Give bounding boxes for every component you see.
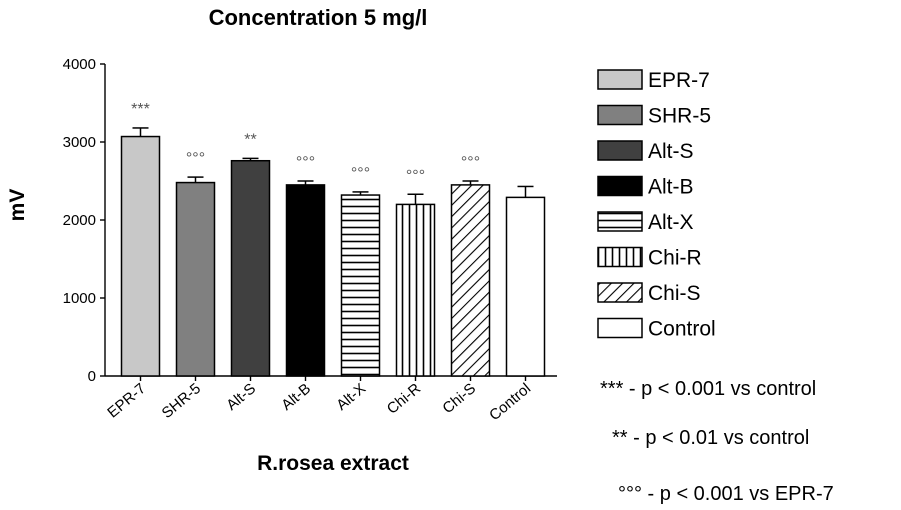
legend-swatch bbox=[597, 104, 643, 126]
significance-note: ** - p < 0.01 vs control bbox=[612, 427, 809, 449]
legend-swatch bbox=[597, 69, 643, 90]
legend-swatch bbox=[597, 246, 643, 268]
y-tick-label: 3000 bbox=[63, 134, 96, 151]
significance-note: °°° - p < 0.001 vs EPR-7 bbox=[618, 483, 834, 505]
legend-label: EPR-7 bbox=[648, 69, 710, 92]
legend-label: Control bbox=[648, 318, 716, 341]
legend-label: Chi-S bbox=[648, 282, 701, 305]
significance-marker: °°° bbox=[186, 150, 205, 167]
y-tick-label: 1000 bbox=[63, 290, 96, 307]
bar-alt-s bbox=[230, 159, 271, 377]
significance-marker: °°° bbox=[461, 154, 480, 171]
legend-swatch bbox=[597, 317, 643, 339]
legend-label: SHR-5 bbox=[648, 105, 711, 128]
x-tick-label: Alt-S bbox=[223, 380, 259, 414]
significance-note: *** - p < 0.001 vs control bbox=[600, 378, 816, 400]
legend-swatch bbox=[597, 282, 643, 303]
x-tick-label: Chi-S bbox=[439, 380, 479, 417]
significance-notes: *** - p < 0.001 vs control ** - p < 0.01 … bbox=[600, 378, 834, 505]
bar-alt-b bbox=[285, 184, 326, 377]
x-tick-label: EPR-7 bbox=[104, 380, 149, 421]
significance-marker: °°° bbox=[351, 165, 370, 182]
significance-marker: °°° bbox=[406, 167, 425, 184]
legend-label: Alt-S bbox=[648, 140, 694, 163]
x-axis-label: R.rosea extract bbox=[257, 452, 409, 475]
significance-marker: ** bbox=[244, 131, 256, 148]
bar-epr-7 bbox=[120, 135, 161, 377]
bar-chi-r bbox=[395, 203, 436, 377]
significance-marker: *** bbox=[131, 101, 150, 118]
chart-title: Concentration 5 mg/l bbox=[209, 5, 428, 30]
legend: EPR-7 SHR-5 Alt-S Alt-B Alt-X Chi-R Chi-S Contr… bbox=[597, 69, 716, 341]
legend-swatch bbox=[597, 175, 643, 197]
bar-shr-5 bbox=[175, 181, 216, 377]
legend-label: Alt-X bbox=[648, 211, 694, 234]
axes: 0 1000 2000 3000 4000 bbox=[63, 56, 557, 385]
y-tick-label: 0 bbox=[88, 368, 96, 385]
bar-chi-s bbox=[450, 184, 491, 377]
y-axis-label: mV bbox=[6, 189, 29, 222]
bar-alt-x bbox=[340, 194, 381, 377]
x-tick-label: Alt-X bbox=[333, 380, 369, 414]
y-tick-label: 4000 bbox=[63, 56, 96, 73]
legend-swatch bbox=[597, 211, 643, 232]
legend-label: Alt-B bbox=[648, 176, 694, 199]
legend-swatch bbox=[597, 140, 643, 161]
significance-marker: °°° bbox=[296, 154, 315, 171]
legend-label: Chi-R bbox=[648, 247, 702, 270]
x-tick-label: Control bbox=[486, 380, 534, 424]
x-tick-label: SHR-5 bbox=[159, 380, 204, 422]
y-tick-label: 2000 bbox=[63, 212, 96, 229]
bar-control bbox=[505, 196, 546, 377]
x-tick-label: Chi-R bbox=[384, 380, 424, 418]
x-tick-label: Alt-B bbox=[278, 380, 314, 414]
